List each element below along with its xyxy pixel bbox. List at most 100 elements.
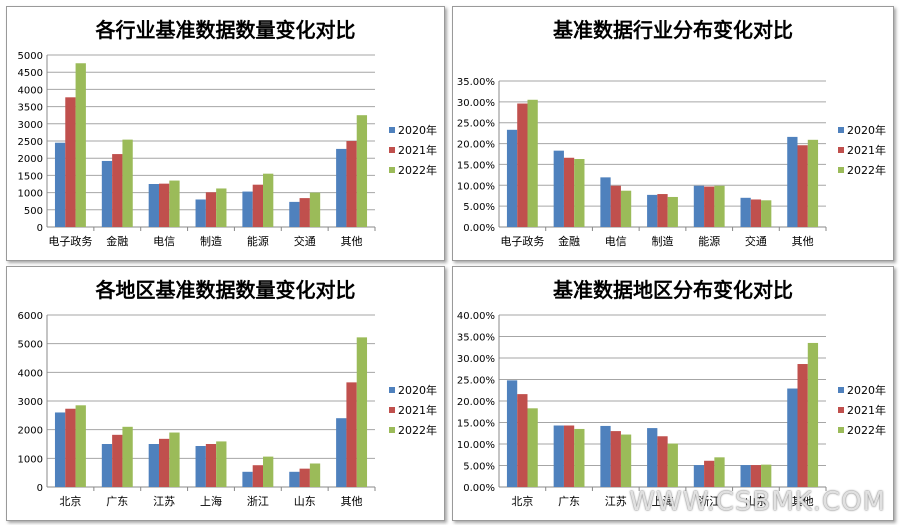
chart-svg: 各行业基准数据数量变化对比 0 500 1000 1500 2000 2500 3000 350… <box>18 18 437 248</box>
bar-2021年-浙江 <box>252 465 264 487</box>
bar-2020年-广东 <box>553 425 564 487</box>
chart-title: 基准数据地区分布变化对比 <box>553 278 793 302</box>
legend-swatch <box>838 387 844 393</box>
chart-svg: 基准数据行业分布变化对比 0.00% 5.00% 10.00% 15.00% 20.00%… <box>457 18 886 248</box>
y-tick-label: 15.00% <box>457 419 495 430</box>
legend-swatch <box>838 427 844 433</box>
y-tick-label: 5000 <box>18 340 43 351</box>
x-tick-label: 上海 <box>652 494 674 508</box>
bar-2021年-交通 <box>750 199 762 227</box>
legend-label: 2021年 <box>398 403 437 417</box>
bar-2022年-北京 <box>75 405 86 487</box>
legend-label: 2022年 <box>398 423 437 437</box>
x-tick-label: 其他 <box>341 235 363 248</box>
x-tick-label: 制造 <box>200 234 222 248</box>
bar-2021年-其他 <box>346 382 357 487</box>
y-tick-label: 4000 <box>18 85 43 96</box>
y-tick-label: 3500 <box>18 103 43 114</box>
bar-2020年-其他 <box>336 148 347 227</box>
y-tick-label: 10.00% <box>457 181 495 192</box>
bar-2020年-山东 <box>740 465 751 487</box>
bar-2022年-其他 <box>356 337 368 487</box>
chart-panel-industry-share: 基准数据行业分布变化对比 0.00% 5.00% 10.00% 15.00% 20.00%… <box>452 6 894 261</box>
y-tick-label: 500 <box>24 206 43 217</box>
bar-2020年-金融 <box>553 150 564 227</box>
bar-2021年-广东 <box>112 434 123 487</box>
bar-2021年-电子政务 <box>65 97 76 227</box>
y-tick-label: 20.00% <box>457 397 495 408</box>
bar-2020年-电信 <box>148 184 159 227</box>
bar-2022年-电信 <box>169 180 180 227</box>
bar-2020年-能源 <box>242 191 253 227</box>
bar-2022年-制造 <box>216 188 227 227</box>
legend-swatch <box>838 147 844 153</box>
legend-swatch <box>838 127 844 133</box>
x-tick-label: 电子政务 <box>500 234 544 248</box>
legend-label: 2020年 <box>847 123 886 137</box>
bar-2020年-金融 <box>101 160 113 227</box>
bar-2022年-其他 <box>807 139 819 227</box>
bar-2021年-其他 <box>797 364 808 487</box>
bar-2021年-电信 <box>610 185 621 227</box>
bar-2022年-广东 <box>574 428 585 487</box>
y-tick-label: 2500 <box>18 137 43 148</box>
x-tick-label: 其他 <box>792 235 814 248</box>
bar-2022年-能源 <box>714 185 725 227</box>
x-tick-label: 山东 <box>745 495 767 508</box>
x-tick-label: 能源 <box>247 234 269 248</box>
legend-label: 2021年 <box>398 143 437 157</box>
bar-2020年-北京 <box>506 380 518 487</box>
watermark-text: WWW.CSBMK.COM <box>629 487 886 517</box>
x-tick-label: 浙江 <box>247 495 269 508</box>
bar-2021年-北京 <box>517 394 528 487</box>
bar-2022年-广东 <box>122 426 133 487</box>
bar-2021年-山东 <box>750 465 762 487</box>
x-tick-label: 江苏 <box>153 495 175 508</box>
x-tick-label: 电信 <box>605 235 627 248</box>
legend-swatch <box>389 147 395 153</box>
bar-2022年-上海 <box>667 443 678 487</box>
bar-2021年-江苏 <box>610 431 621 487</box>
bar-2021年-上海 <box>657 436 668 487</box>
bar-2021年-电子政务 <box>517 103 528 227</box>
bar-2020年-其他 <box>336 418 347 487</box>
bar-2020年-北京 <box>54 412 66 487</box>
x-tick-label: 广东 <box>106 495 128 508</box>
bar-2022年-江苏 <box>620 434 632 487</box>
bar-2021年-其他 <box>797 145 808 227</box>
y-tick-label: 1000 <box>18 454 43 465</box>
chart-svg: 基准数据地区分布变化对比 0.00% 5.00% 10.00% 15.00% 20.00%… <box>457 278 886 508</box>
chart-svg: 各地区基准数据数量变化对比 0 1000 2000 3000 4000 5000 6000 北京… <box>18 278 437 508</box>
y-tick-label: 20.00% <box>457 140 495 151</box>
y-tick-label: 0.00% <box>463 223 495 234</box>
bar-2020年-江苏 <box>148 444 159 487</box>
bar-2021年-交通 <box>299 198 310 227</box>
bar-2022年-浙江 <box>263 456 274 487</box>
x-tick-label: 交通 <box>745 234 767 248</box>
legend-swatch <box>838 167 844 173</box>
bar-2020年-电信 <box>600 177 611 227</box>
bar-2021年-其他 <box>346 141 357 227</box>
y-tick-label: 3000 <box>18 397 43 408</box>
legend-swatch <box>389 427 395 433</box>
y-tick-label: 5.00% <box>463 202 495 213</box>
bar-2021年-广东 <box>563 425 575 487</box>
bar-2022年-金融 <box>574 159 585 227</box>
x-tick-label: 浙江 <box>698 495 720 508</box>
bar-2020年-其他 <box>787 136 798 227</box>
x-tick-label: 江苏 <box>605 495 627 508</box>
x-tick-label: 上海 <box>200 494 222 508</box>
bar-2020年-上海 <box>647 428 658 487</box>
y-tick-label: 35.00% <box>457 333 495 344</box>
bar-2022年-山东 <box>309 463 321 487</box>
bar-2022年-交通 <box>309 192 321 227</box>
y-tick-label: 0 <box>37 483 43 494</box>
x-tick-label: 电子政务 <box>48 234 92 248</box>
bar-2021年-电信 <box>158 183 170 227</box>
y-tick-label: 2000 <box>18 154 43 165</box>
x-tick-label: 其他 <box>341 495 363 508</box>
bar-2020年-浙江 <box>242 471 253 487</box>
bar-2020年-电子政务 <box>54 142 66 227</box>
y-tick-label: 1000 <box>18 189 43 200</box>
y-tick-label: 40.00% <box>457 311 495 322</box>
